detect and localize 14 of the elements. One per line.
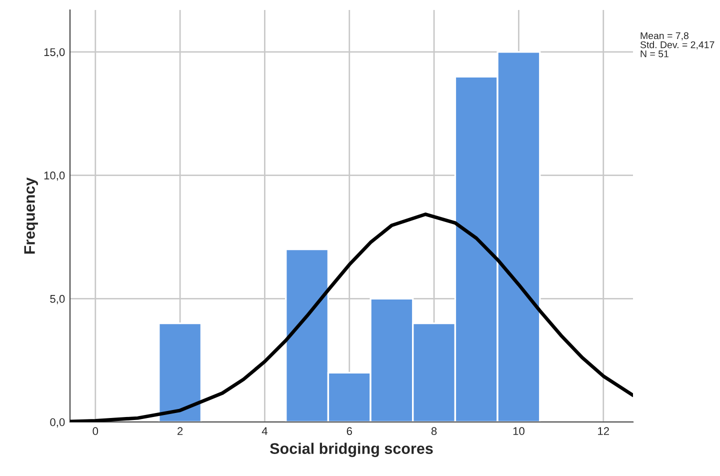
x-tick-label: 12 <box>598 427 609 435</box>
y-tick-label: 5,0 <box>50 294 65 304</box>
x-tick-label: 4 <box>262 427 268 435</box>
x-tick-label: 10 <box>513 427 524 436</box>
y-tick-label: 0,0 <box>50 418 65 428</box>
text: Mean = 7,8 Std. Dev. = 2,417 N = 51 <box>640 32 714 58</box>
x-axis-title: Social bridging scores <box>270 442 433 458</box>
x-tick-label: 2 <box>178 427 183 435</box>
y-tick-label: 15,0 <box>44 48 65 58</box>
x-tick-label: 6 <box>346 427 352 436</box>
y-axis-title: Frequency <box>24 177 38 254</box>
x-tick-label: 8 <box>431 427 437 436</box>
y-tick-label: 10,0 <box>44 172 65 181</box>
x-tick-label: 0 <box>92 427 98 436</box>
